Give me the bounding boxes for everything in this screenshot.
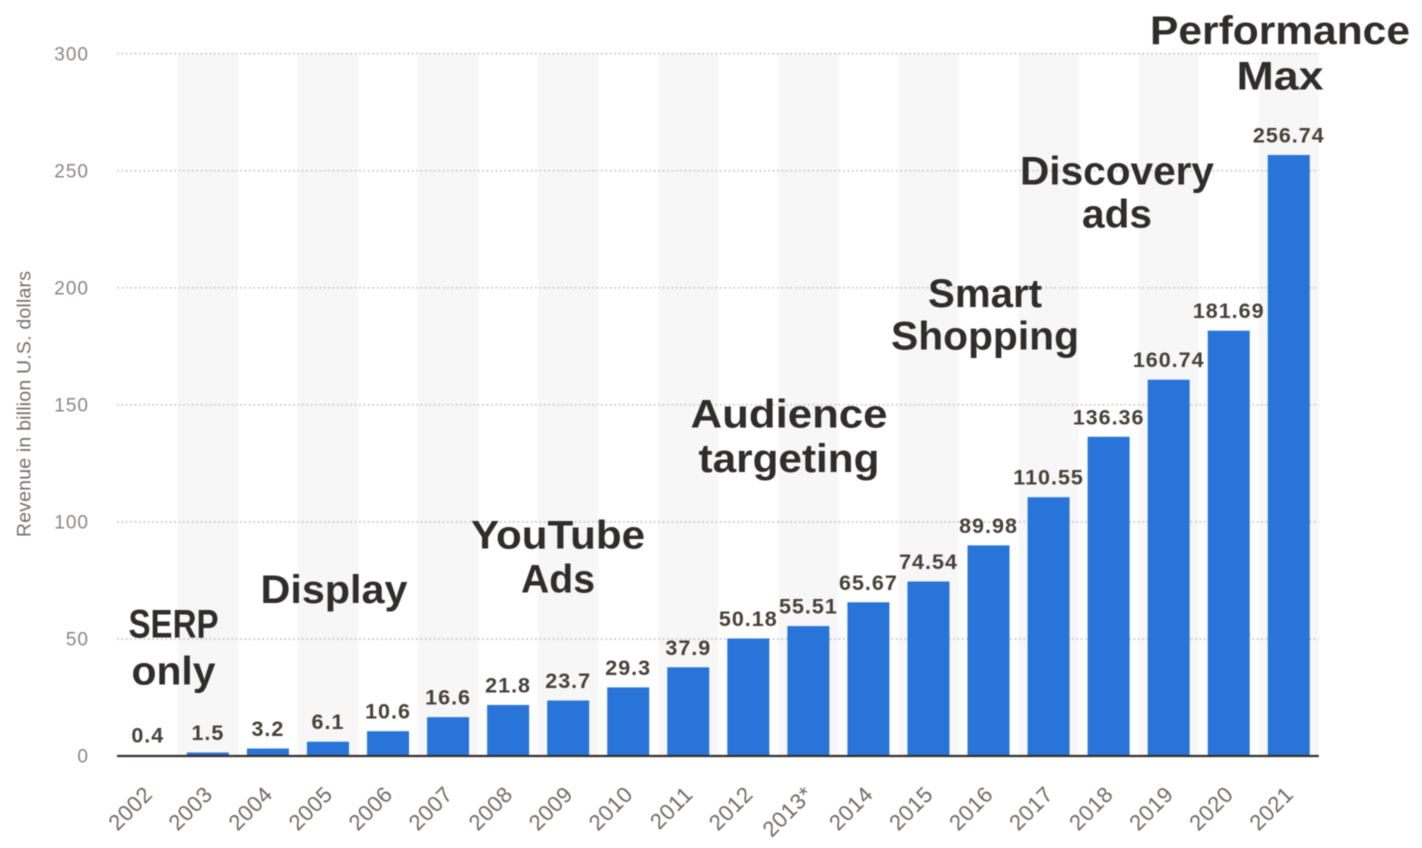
svg-text:1.5: 1.5 <box>191 721 224 745</box>
svg-text:181.69: 181.69 <box>1193 299 1265 323</box>
svg-text:3.2: 3.2 <box>251 717 284 741</box>
svg-text:50: 50 <box>66 630 89 651</box>
svg-text:50.18: 50.18 <box>719 607 778 631</box>
svg-text:targeting: targeting <box>699 437 880 481</box>
svg-text:150: 150 <box>54 396 89 417</box>
svg-text:Ads: Ads <box>521 557 595 601</box>
svg-text:23.7: 23.7 <box>545 669 591 693</box>
svg-text:Performance: Performance <box>1150 9 1410 53</box>
svg-text:160.74: 160.74 <box>1133 348 1205 372</box>
svg-text:Smart: Smart <box>928 272 1042 316</box>
svg-text:Max: Max <box>1237 54 1324 98</box>
svg-text:100: 100 <box>54 513 89 534</box>
svg-text:Discovery: Discovery <box>1020 150 1215 194</box>
svg-text:55.51: 55.51 <box>779 595 838 619</box>
svg-text:65.67: 65.67 <box>839 571 898 595</box>
svg-text:16.6: 16.6 <box>425 686 471 710</box>
svg-text:ads: ads <box>1082 192 1152 236</box>
svg-text:SERP: SERP <box>129 603 219 647</box>
svg-text:37.9: 37.9 <box>665 636 711 660</box>
svg-text:29.3: 29.3 <box>605 656 651 680</box>
svg-text:0: 0 <box>77 747 89 768</box>
svg-text:250: 250 <box>54 161 89 182</box>
svg-text:Shopping: Shopping <box>891 315 1079 359</box>
svg-text:only: only <box>132 650 217 694</box>
svg-text:21.8: 21.8 <box>485 674 531 698</box>
svg-text:Audience: Audience <box>691 393 888 437</box>
svg-text:300: 300 <box>54 44 89 65</box>
svg-text:89.98: 89.98 <box>959 514 1018 538</box>
svg-text:200: 200 <box>54 279 89 300</box>
svg-text:Revenue in billion U.S. dollar: Revenue in billion U.S. dollars <box>14 271 36 537</box>
svg-text:10.6: 10.6 <box>365 700 411 724</box>
svg-text:110.55: 110.55 <box>1013 466 1084 490</box>
svg-text:0.4: 0.4 <box>131 724 164 748</box>
svg-text:74.54: 74.54 <box>899 550 958 574</box>
svg-text:136.36: 136.36 <box>1073 405 1145 429</box>
svg-text:6.1: 6.1 <box>312 710 345 734</box>
svg-text:YouTube: YouTube <box>471 514 645 558</box>
svg-text:256.74: 256.74 <box>1253 124 1325 148</box>
svg-text:Display: Display <box>261 568 409 612</box>
